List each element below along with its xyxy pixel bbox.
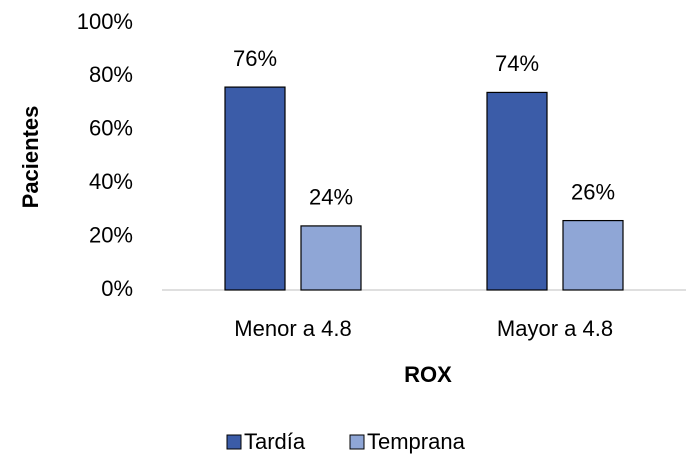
x-tick-label: Mayor a 4.8: [497, 316, 613, 341]
y-axis-label: Pacientes: [18, 106, 43, 209]
bar: [224, 86, 286, 291]
bar: [486, 91, 548, 291]
y-tick-label: 40%: [89, 169, 133, 194]
legend-swatch: [349, 434, 365, 450]
x-tick-label: Menor a 4.8: [234, 316, 351, 341]
legend-swatch: [226, 434, 242, 450]
x-axis-label: ROX: [404, 362, 452, 387]
bar: [300, 225, 362, 291]
data-label: 24%: [309, 185, 353, 210]
y-tick-label: 0%: [101, 276, 133, 301]
bar: [562, 219, 624, 291]
y-tick-label: 80%: [89, 62, 133, 87]
data-label: 76%: [233, 46, 277, 71]
y-tick-label: 100%: [77, 9, 133, 34]
legend-label: Temprana: [367, 429, 466, 454]
data-label: 26%: [571, 179, 615, 204]
y-tick-label: 20%: [89, 222, 133, 247]
data-label: 74%: [495, 51, 539, 76]
legend-label: Tardía: [244, 429, 306, 454]
y-tick-label: 60%: [89, 116, 133, 141]
